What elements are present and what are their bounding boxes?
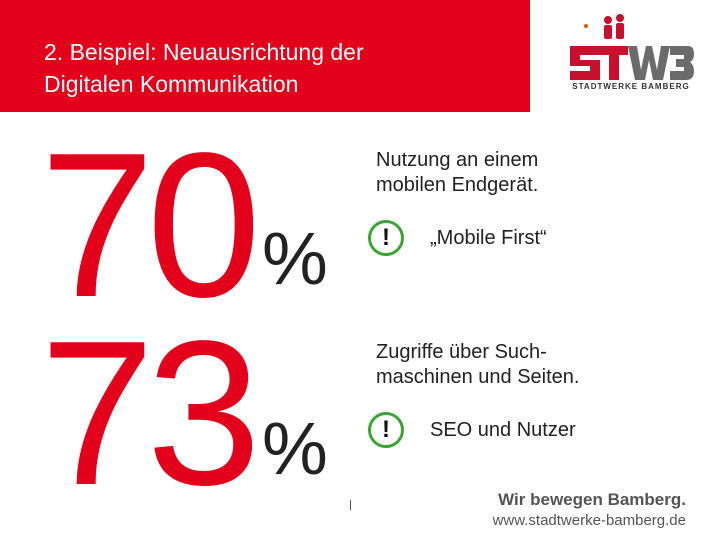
callout-2: ! SEO und Nutzer: [368, 408, 576, 452]
footer-slogan: Wir bewegen Bamberg.: [498, 490, 686, 509]
header-band: [0, 0, 530, 112]
logo-figures-icon: [584, 14, 624, 39]
stat-description-2: Zugriffe über Such- maschinen und Seiten…: [376, 340, 676, 390]
stat-unit-1: %: [262, 217, 328, 300]
logo-caption: STADTWERKE BAMBERG: [572, 82, 690, 91]
stat-unit-2: %: [262, 407, 328, 490]
stat-description-2-line-2: maschinen und Seiten.: [376, 366, 580, 388]
stat-description-1: Nutzung an einem mobilen Endgerät.: [376, 148, 676, 198]
footer-url[interactable]: www.stadtwerke-bamberg.de: [492, 512, 686, 529]
logo-letter-s-icon: [570, 46, 600, 80]
stat-description-1-line-1: Nutzung an einem: [376, 149, 539, 171]
stat-number-1: 70: [40, 110, 261, 340]
logo-letter-b-icon: [670, 46, 694, 80]
exclamation-icon: !: [368, 412, 404, 448]
logo-letter-t-icon: [600, 46, 628, 80]
slide-title-line-2: Digitalen Kommunikation: [44, 71, 299, 97]
logo-letter-w-icon: [628, 46, 670, 80]
callout-1: ! „Mobile First“: [368, 216, 547, 260]
callout-1-text: „Mobile First“: [430, 226, 547, 249]
exclamation-icon: !: [368, 220, 404, 256]
stat-description-2-line-1: Zugriffe über Such-: [376, 341, 547, 363]
slide-title: 2. Beispiel: Neuausrichtung der Digitale…: [44, 36, 514, 100]
footer-divider: [350, 500, 351, 510]
stat-description-1-line-2: mobilen Endgerät.: [376, 174, 539, 196]
stat-number-2: 73: [40, 298, 261, 528]
callout-2-text: SEO und Nutzer: [430, 418, 576, 441]
stwb-logo: [570, 14, 694, 80]
slide-title-line-1: 2. Beispiel: Neuausrichtung der: [44, 39, 364, 65]
